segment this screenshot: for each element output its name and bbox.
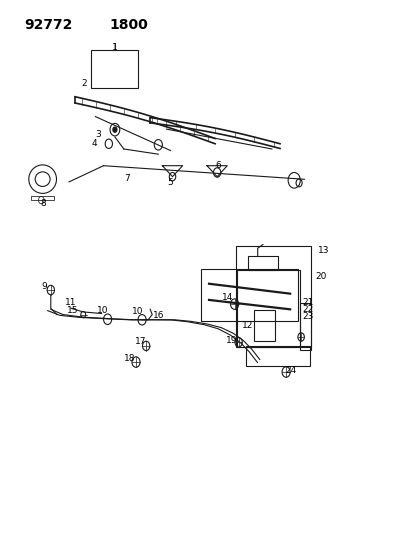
- Bar: [253, 310, 274, 341]
- Text: 21: 21: [301, 297, 313, 306]
- Text: 3: 3: [95, 130, 101, 139]
- Bar: [31, 196, 54, 200]
- Text: 20: 20: [314, 272, 325, 281]
- Text: 16: 16: [152, 311, 164, 320]
- Text: 22: 22: [301, 305, 313, 314]
- Text: 6: 6: [215, 160, 221, 169]
- Text: 5: 5: [166, 179, 172, 188]
- Text: 1: 1: [112, 43, 117, 52]
- Text: 14: 14: [222, 293, 233, 302]
- Text: 92772: 92772: [24, 19, 73, 33]
- Text: 2: 2: [81, 79, 87, 88]
- Text: 9: 9: [41, 282, 47, 291]
- Text: 10: 10: [132, 308, 143, 317]
- Bar: [237, 270, 299, 348]
- Text: 18: 18: [124, 354, 135, 363]
- Text: 24: 24: [285, 367, 296, 375]
- Text: 13: 13: [317, 246, 329, 255]
- Text: 8: 8: [40, 199, 46, 208]
- Bar: [91, 50, 138, 88]
- Bar: [236, 246, 311, 348]
- Text: 11: 11: [64, 297, 76, 306]
- Bar: [247, 255, 277, 270]
- Text: 19: 19: [226, 336, 237, 345]
- Circle shape: [113, 127, 116, 132]
- Text: 12: 12: [241, 320, 253, 329]
- Text: 4: 4: [91, 139, 97, 148]
- Text: 7: 7: [123, 174, 129, 183]
- Bar: [299, 303, 310, 350]
- Text: 23: 23: [301, 312, 313, 321]
- Bar: [200, 269, 297, 321]
- Text: 1800: 1800: [109, 19, 148, 33]
- Text: 17: 17: [134, 337, 146, 346]
- Text: 10: 10: [97, 306, 109, 316]
- Text: 15: 15: [66, 306, 78, 316]
- Bar: [245, 346, 309, 366]
